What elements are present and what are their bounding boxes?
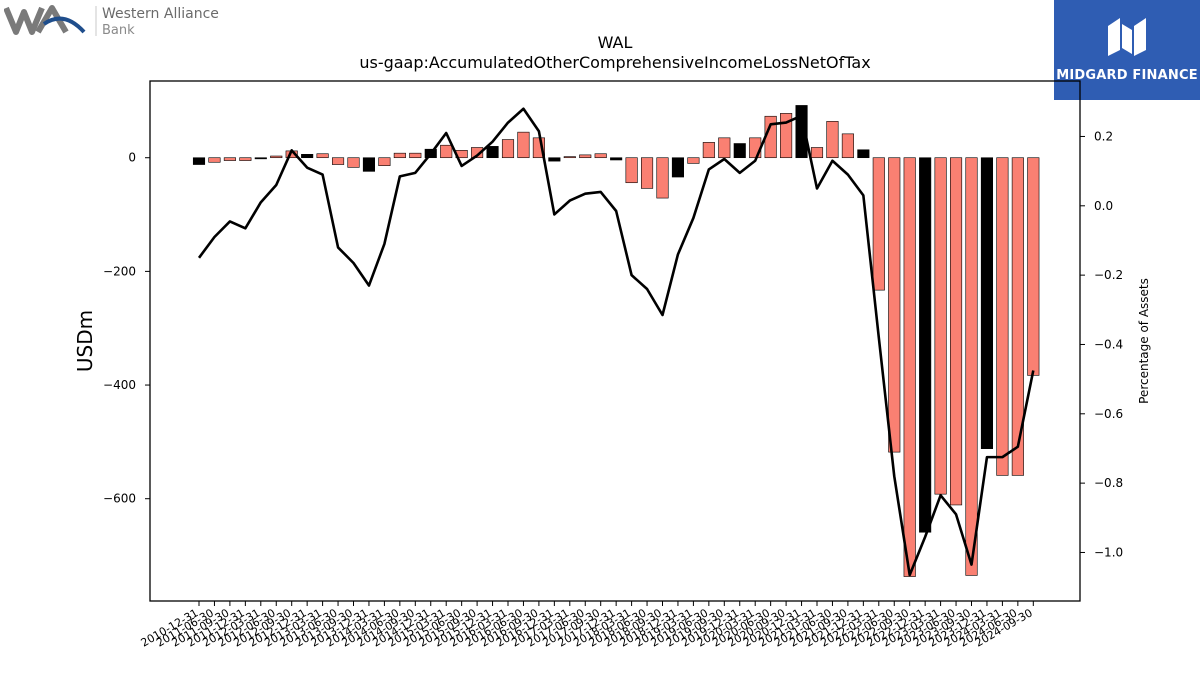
midgard-brand-name: MIDGARD FINANCE xyxy=(1056,68,1198,83)
bar xyxy=(625,157,638,184)
y2-tick-label: −0.4 xyxy=(1094,337,1123,351)
bar xyxy=(594,153,607,159)
bar xyxy=(640,157,654,189)
bar-series xyxy=(192,105,1040,577)
y-tick-label: −200 xyxy=(103,264,136,278)
logo-name-line1: Western Alliance xyxy=(102,6,219,22)
y-axis-right: 0.2 0.0 −0.2 −0.4 −0.6 −0.8 −1.0 xyxy=(1080,129,1123,559)
bar xyxy=(857,149,870,159)
y-axis-label: USDm xyxy=(73,310,97,372)
bar xyxy=(501,139,515,159)
y-axis-left: 0 −200 −400 −600 xyxy=(103,151,150,506)
bar xyxy=(208,157,221,163)
bar xyxy=(316,153,329,159)
y2-tick-label: −0.8 xyxy=(1094,476,1123,490)
bar xyxy=(409,152,422,159)
y2-tick-label: −0.6 xyxy=(1094,407,1123,421)
bar xyxy=(548,157,561,162)
bar xyxy=(656,157,669,199)
bar xyxy=(301,154,314,159)
y2-tick-label: 0.0 xyxy=(1094,199,1113,213)
bar xyxy=(826,121,839,159)
bar xyxy=(919,157,932,533)
y2-tick-label: 0.2 xyxy=(1094,129,1113,143)
bar xyxy=(440,144,453,159)
bar xyxy=(1027,157,1040,376)
x-axis: 2010-12-312011-06-302011-09-302011-12-31… xyxy=(139,601,1035,650)
bar xyxy=(471,147,484,159)
y2-tick-label: −1.0 xyxy=(1094,545,1123,559)
midgard-mark-icon xyxy=(1108,18,1146,56)
bar xyxy=(331,157,345,165)
y-tick-label: 0 xyxy=(128,151,136,165)
bar xyxy=(671,157,685,178)
bar xyxy=(254,157,267,160)
line-path xyxy=(197,107,1035,577)
bar xyxy=(192,157,206,165)
y2-tick-label: −0.2 xyxy=(1094,268,1123,282)
bar xyxy=(718,137,731,159)
bar xyxy=(270,155,283,159)
bar xyxy=(996,157,1009,476)
western-alliance-logo: Western Alliance Bank xyxy=(4,5,219,38)
bar xyxy=(579,154,592,159)
chart-title: WAL xyxy=(598,33,633,52)
bar xyxy=(795,105,808,159)
bar xyxy=(949,157,963,506)
bar xyxy=(965,157,978,576)
bar xyxy=(749,137,762,159)
bar xyxy=(687,157,700,164)
y-tick-label: −400 xyxy=(103,378,136,392)
midgard-finance-logo: MIDGARD FINANCE xyxy=(1054,0,1200,100)
bar xyxy=(378,157,391,166)
bar xyxy=(702,142,715,159)
bar xyxy=(903,157,916,577)
y-tick-label: −600 xyxy=(103,492,136,506)
bar xyxy=(362,157,376,172)
bar xyxy=(780,113,793,159)
bar xyxy=(393,152,406,159)
bar xyxy=(239,157,252,161)
bar xyxy=(347,157,360,168)
bar xyxy=(486,146,499,159)
y2-axis-label: Percentage of Assets xyxy=(1137,278,1151,404)
bar xyxy=(563,156,576,159)
bar xyxy=(810,147,824,159)
bar xyxy=(934,157,947,495)
logo-name-line2: Bank xyxy=(102,23,135,38)
bar xyxy=(980,157,994,449)
plot-frame xyxy=(149,80,1081,602)
bar xyxy=(1011,157,1024,476)
wa-mark-icon xyxy=(4,5,86,35)
bar xyxy=(517,131,530,159)
bar xyxy=(610,157,623,161)
bar xyxy=(888,157,901,453)
bar xyxy=(841,133,854,159)
bar xyxy=(872,157,885,291)
bar xyxy=(733,143,746,159)
bar xyxy=(223,157,236,161)
line-series xyxy=(197,107,1035,577)
chart-subtitle: us-gaap:AccumulatedOtherComprehensiveInc… xyxy=(359,53,870,72)
